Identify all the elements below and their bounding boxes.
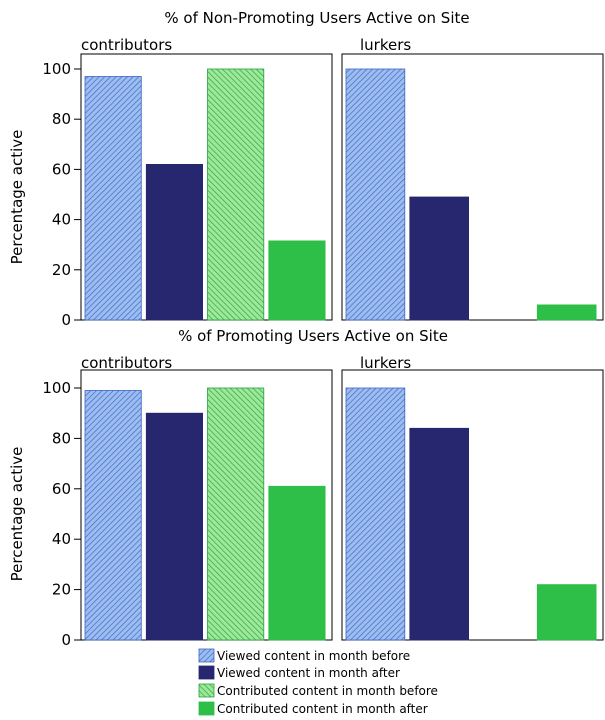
legend-label-contributed-after: Contributed content in month after [217,702,428,716]
chart-1-title: % of Non-Promoting Users Active on Site [164,9,469,27]
y-tick-label: 100 [42,60,71,78]
y-tick-label: 40 [52,211,71,229]
legend-swatch-viewed-before [198,648,215,663]
bar-viewed-after [409,427,469,641]
chart-1: % of Non-Promoting Users Active on Site … [8,9,604,329]
legend-swatch-viewed-after [198,665,215,680]
chart-1-y-axis: 0 20 40 60 80 100 [42,54,82,329]
panel-frame [341,369,604,641]
chart-2-ylabel: Percentage active [8,447,26,582]
chart-2-panel-2-label: lurkers [360,354,411,372]
chart-2-panel-2 [341,369,604,641]
y-tick-label: 20 [52,581,71,599]
bar-viewed-before [345,387,406,641]
bar-viewed-after [409,196,469,321]
bar-viewed-before [84,390,142,641]
legend-label-contributed-before: Contributed content in month before [217,684,438,698]
bar-viewed-before [84,76,142,321]
chart-2-panel-1-label: contributors [81,354,172,372]
chart-1-panel-1-label: contributors [81,36,172,54]
y-tick-label: 80 [52,110,71,128]
chart-1-panel-2-label: lurkers [360,36,411,54]
panel-frame [341,53,604,321]
chart-2-panel-1 [80,369,333,641]
y-tick-label: 60 [52,480,71,498]
legend-swatch-contributed-after [198,701,215,716]
bar-contributed-after [268,485,326,641]
y-tick-label: 100 [42,379,71,397]
chart-2-y-axis: 0 20 40 60 80 100 [42,370,82,649]
bar-contributed-before [207,68,265,321]
bar-contributed-after [536,584,597,641]
y-tick-label: 40 [52,530,71,548]
legend-label-viewed-after: Viewed content in month after [217,666,400,680]
legend: Viewed content in month before Viewed co… [198,648,438,716]
legend-label-viewed-before: Viewed content in month before [217,649,410,663]
bar-contributed-before [207,387,265,641]
bar-viewed-before [345,68,406,321]
chart-1-panel-2 [341,53,604,321]
bar-viewed-after [145,163,204,321]
bar-contributed-after [268,240,326,321]
y-tick-label: 0 [61,311,71,329]
y-tick-label: 80 [52,429,71,447]
y-tick-label: 60 [52,160,71,178]
y-tick-label: 20 [52,261,71,279]
legend-swatch-contributed-before [198,683,215,698]
chart-2: % of Promoting Users Active on Site Perc… [8,327,604,649]
chart-1-ylabel: Percentage active [8,130,26,265]
bar-contributed-after [536,304,597,321]
chart-1-panel-1 [80,53,333,321]
bar-viewed-after [145,412,204,641]
chart-2-title: % of Promoting Users Active on Site [178,327,448,345]
y-tick-label: 0 [61,631,71,649]
